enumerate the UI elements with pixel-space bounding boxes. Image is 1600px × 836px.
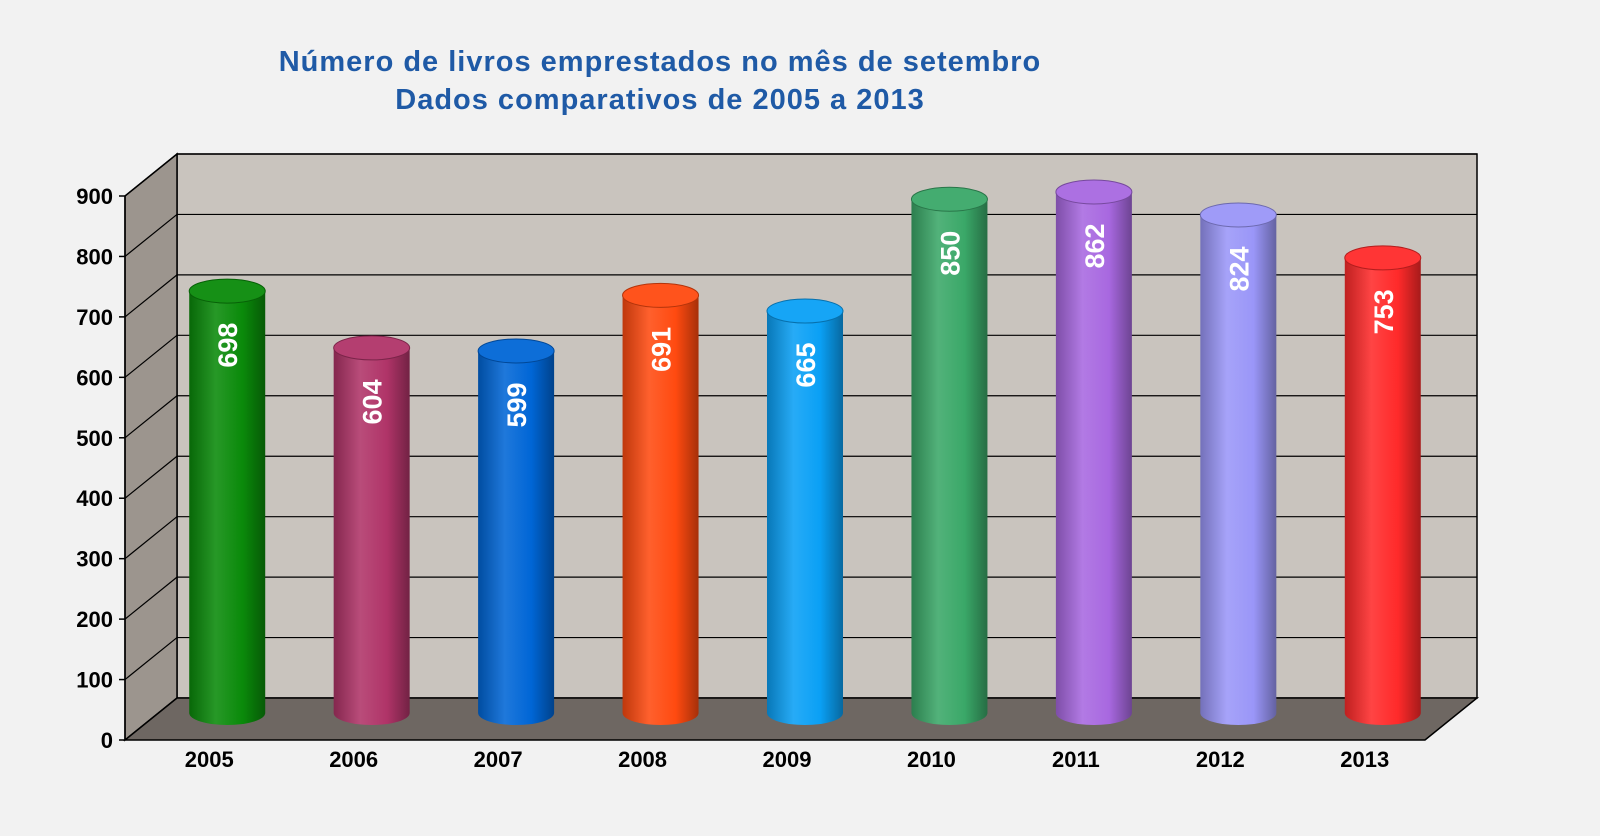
x-tick-label: 2013	[1340, 747, 1389, 772]
data-label: 824	[1224, 246, 1254, 291]
x-tick-label: 2006	[329, 747, 378, 772]
bar-body	[1200, 214, 1277, 725]
y-tick-label: 100	[76, 668, 113, 693]
grid-line-side	[124, 516, 178, 560]
bar-2007: 599	[477, 338, 555, 725]
bar-2012: 824	[1199, 202, 1277, 725]
bar-body	[1344, 257, 1421, 725]
data-label: 850	[935, 231, 965, 276]
x-tick-label: 2010	[907, 747, 956, 772]
x-tick-label: 2012	[1196, 747, 1245, 772]
grid-line-side	[124, 274, 178, 318]
data-label: 862	[1080, 223, 1110, 268]
y-axis-ticks: 0 100 200 300 400 500 600 700 800 900	[76, 184, 126, 753]
bar-2005: 698	[188, 278, 266, 725]
x-axis-ticks: 2005 2006 2007 2008 2009 2010 2011 2012 2013	[185, 747, 1390, 772]
data-label: 753	[1369, 289, 1399, 334]
bar-top	[1344, 245, 1422, 271]
bar-top	[1055, 179, 1133, 205]
y-tick-label: 300	[76, 547, 113, 572]
chart-subtitle: Dados comparativos de 2005 a 2013	[395, 84, 925, 116]
bar-top	[188, 278, 266, 304]
bar-body	[189, 291, 266, 725]
grid-line-side	[124, 334, 178, 378]
y-tick-label: 900	[76, 184, 113, 209]
data-label: 698	[213, 323, 243, 368]
y-tick-label: 600	[76, 365, 113, 390]
grid-line-side	[124, 637, 178, 681]
bar-body	[911, 199, 988, 725]
bar-body	[333, 347, 410, 725]
y-tick-label: 800	[76, 244, 113, 269]
x-tick-label: 2009	[763, 747, 812, 772]
bar-top	[622, 282, 700, 308]
bar-top	[477, 338, 555, 364]
bar-body	[767, 311, 843, 725]
bar-top	[910, 186, 988, 212]
bar-2010: 850	[910, 186, 988, 725]
grid-line-side	[124, 395, 178, 439]
bar-body	[622, 295, 699, 725]
bar-top	[1199, 202, 1277, 228]
y-tick-label: 200	[76, 607, 113, 632]
y-tick-label: 700	[76, 305, 113, 330]
data-label: 604	[358, 379, 388, 424]
x-tick-label: 2008	[618, 747, 667, 772]
bar-body	[478, 350, 555, 725]
chart-title: Número de livros emprestados no mês de s…	[278, 46, 1042, 78]
side-wall	[124, 152, 178, 742]
bar-2006: 604	[333, 335, 411, 725]
bar-top	[333, 335, 411, 361]
bar-2009: 665	[766, 298, 844, 725]
y-tick-label: 400	[76, 486, 113, 511]
data-label: 665	[791, 343, 821, 388]
grid-line-side	[124, 576, 178, 620]
x-tick-label: 2007	[474, 747, 523, 772]
x-tick-label: 2011	[1052, 747, 1100, 772]
y-tick-label: 0	[101, 728, 113, 753]
data-label: 691	[647, 327, 677, 372]
bar-2008: 691	[622, 282, 700, 725]
grid-line-side	[124, 153, 178, 197]
grid-line-side	[124, 455, 178, 499]
bar-2013: 753	[1344, 245, 1422, 725]
bar-series: 698 604 599 691 665 850 862 824 753	[188, 179, 1422, 726]
bar-top	[766, 298, 844, 324]
data-label: 599	[502, 382, 532, 427]
x-tick-label: 2005	[185, 747, 234, 772]
bar-2011: 862	[1055, 179, 1133, 726]
y-tick-label: 500	[76, 426, 113, 451]
bar-body	[1055, 191, 1132, 726]
grid-line-side	[124, 213, 178, 257]
